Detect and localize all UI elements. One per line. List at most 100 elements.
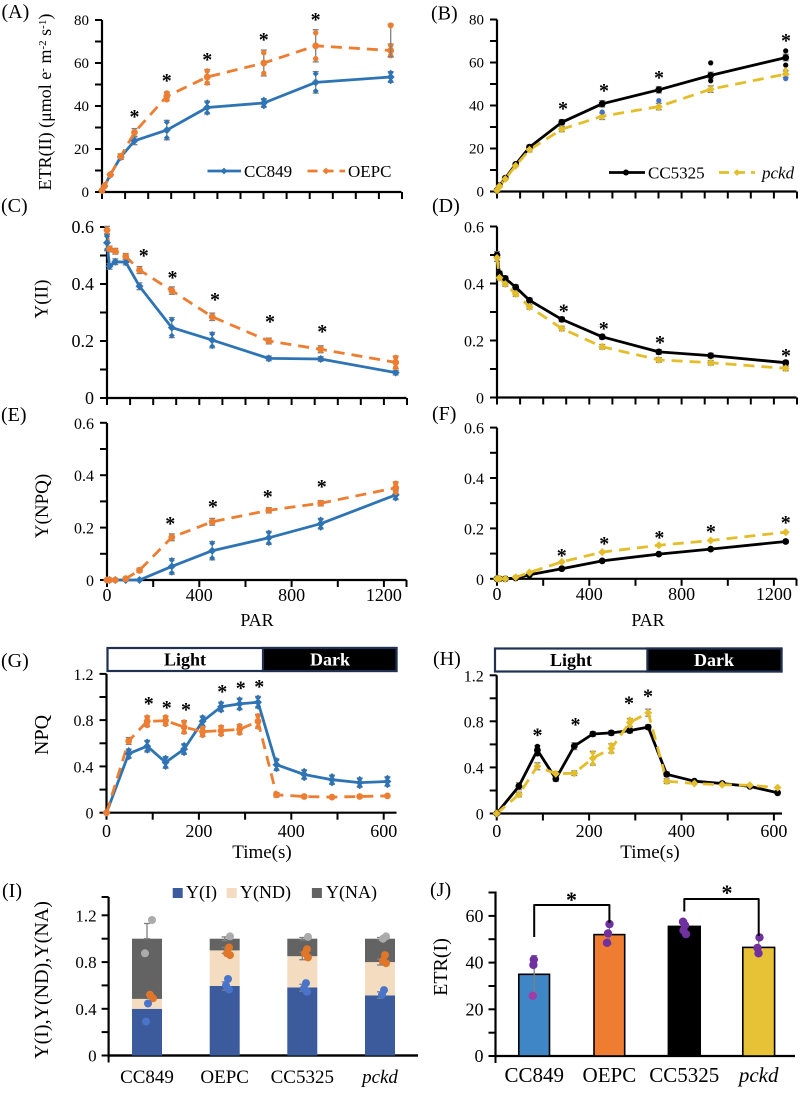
svg-text:0: 0 (475, 1046, 484, 1066)
svg-text:*: * (599, 318, 609, 340)
svg-text:20: 20 (469, 142, 484, 158)
svg-text:1.2: 1.2 (74, 667, 94, 684)
svg-text:*: * (558, 98, 568, 120)
svg-text:*: * (599, 80, 609, 102)
svg-text:Y(II): Y(II) (32, 279, 53, 318)
svg-text:0.4: 0.4 (464, 471, 484, 488)
svg-text:CC5325: CC5325 (648, 164, 705, 183)
svg-text:60: 60 (74, 56, 89, 72)
svg-text:(A): (A) (2, 1, 30, 23)
svg-text:1.2: 1.2 (75, 906, 96, 925)
svg-text:20: 20 (466, 999, 484, 1019)
svg-text:0: 0 (102, 821, 111, 841)
svg-text:*: * (781, 30, 791, 52)
svg-text:*: * (599, 533, 609, 555)
svg-text:400: 400 (668, 821, 695, 841)
svg-text:*: * (236, 678, 246, 700)
svg-text:pckd: pckd (761, 164, 795, 183)
svg-text:0.2: 0.2 (464, 521, 484, 538)
svg-text:Y(ND): Y(ND) (240, 882, 291, 903)
svg-text:200: 200 (185, 821, 212, 841)
svg-text:*: * (655, 332, 665, 354)
svg-text:*: * (259, 29, 269, 51)
svg-text:0: 0 (82, 185, 90, 201)
svg-text:80: 80 (74, 13, 89, 29)
svg-text:(B): (B) (431, 3, 458, 25)
svg-text:400: 400 (186, 585, 213, 605)
svg-text:0.4: 0.4 (72, 274, 95, 294)
svg-text:1.2: 1.2 (464, 668, 484, 685)
svg-text:*: * (781, 512, 791, 534)
svg-text:0.2: 0.2 (464, 334, 484, 351)
svg-text:0.4: 0.4 (464, 277, 484, 294)
svg-text:0.8: 0.8 (74, 713, 94, 730)
svg-text:60: 60 (469, 56, 484, 72)
svg-text:*: * (566, 887, 577, 912)
svg-text:OEPC: OEPC (200, 1067, 249, 1088)
svg-text:*: * (624, 693, 634, 715)
svg-text:PAR: PAR (240, 610, 273, 630)
svg-text:NPQ: NPQ (31, 714, 53, 755)
svg-text:ETR(II) (μmol e- m-2 s-1): ETR(II) (μmol e- m-2 s-1) (35, 14, 56, 191)
svg-text:60: 60 (466, 906, 484, 926)
svg-text:0.2: 0.2 (74, 521, 94, 538)
svg-text:1200: 1200 (366, 585, 402, 605)
svg-text:40: 40 (469, 99, 484, 115)
svg-text:0.4: 0.4 (75, 1000, 97, 1019)
svg-text:0: 0 (88, 1047, 97, 1066)
svg-text:CC849: CC849 (504, 1063, 564, 1087)
svg-text:*: * (263, 486, 273, 508)
svg-text:*: * (317, 321, 327, 343)
svg-text:80: 80 (469, 13, 484, 29)
svg-text:CC5325: CC5325 (271, 1067, 334, 1088)
svg-text:CC849: CC849 (120, 1067, 174, 1088)
svg-text:pckd: pckd (737, 1063, 779, 1087)
svg-text:*: * (317, 476, 327, 498)
svg-text:(H): (H) (433, 648, 461, 670)
svg-text:*: * (533, 725, 543, 747)
svg-text:0.4: 0.4 (74, 468, 94, 485)
svg-text:0.6: 0.6 (72, 217, 95, 237)
svg-text:0.2: 0.2 (72, 331, 95, 351)
svg-text:(J): (J) (430, 879, 451, 901)
svg-text:CC5325: CC5325 (649, 1063, 719, 1087)
svg-text:40: 40 (74, 99, 89, 115)
svg-text:600: 600 (370, 821, 397, 841)
svg-text:*: * (139, 245, 149, 267)
svg-text:40: 40 (466, 953, 484, 973)
svg-text:600: 600 (760, 821, 787, 841)
svg-text:*: * (162, 697, 172, 719)
svg-text:0: 0 (492, 821, 501, 841)
svg-text:Y(NA): Y(NA) (326, 882, 377, 903)
svg-text:0: 0 (86, 806, 94, 823)
svg-text:*: * (571, 714, 581, 736)
svg-text:*: * (781, 345, 791, 367)
svg-text:(G): (G) (1, 650, 29, 672)
svg-text:Light: Light (550, 650, 592, 670)
svg-text:0: 0 (476, 572, 484, 589)
svg-text:*: * (654, 67, 664, 89)
svg-text:0: 0 (85, 388, 94, 408)
svg-text:0: 0 (103, 585, 112, 605)
svg-text:*: * (311, 9, 321, 31)
svg-text:400: 400 (278, 821, 305, 841)
svg-text:*: * (559, 301, 569, 323)
svg-text:Time(s): Time(s) (620, 842, 679, 863)
svg-text:(C): (C) (1, 195, 28, 217)
svg-text:*: * (557, 545, 567, 567)
svg-text:*: * (643, 686, 653, 708)
svg-text:pckd: pckd (360, 1067, 398, 1088)
svg-text:*: * (210, 289, 220, 311)
svg-text:*: * (181, 699, 191, 721)
svg-text:*: * (254, 676, 264, 698)
svg-text:0.6: 0.6 (464, 421, 484, 438)
svg-text:0: 0 (477, 185, 485, 201)
svg-text:ETR(I): ETR(I) (430, 938, 452, 996)
svg-text:(I): (I) (2, 880, 22, 902)
svg-text:Y(NPQ): Y(NPQ) (32, 474, 53, 538)
svg-text:(D): (D) (432, 195, 460, 217)
svg-text:OEPC: OEPC (583, 1063, 637, 1087)
svg-text:(F): (F) (432, 403, 456, 425)
svg-text:*: * (217, 681, 227, 703)
svg-text:Y(I),Y(ND),Y(NA): Y(I),Y(ND),Y(NA) (31, 901, 53, 1059)
